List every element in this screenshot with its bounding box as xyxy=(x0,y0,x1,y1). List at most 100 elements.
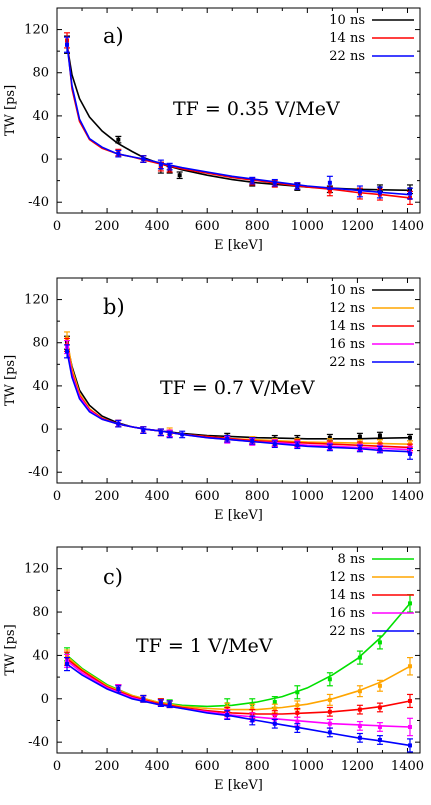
y-tick-label: -40 xyxy=(28,465,49,480)
panel-label: b) xyxy=(103,295,125,319)
x-tick-label: 1400 xyxy=(391,219,424,234)
x-tick-label: 1000 xyxy=(291,219,324,234)
plot-frame xyxy=(56,277,421,484)
data-point xyxy=(327,189,332,194)
x-tick-label: 400 xyxy=(145,219,170,234)
legend-label: 12 ns xyxy=(329,301,365,316)
x-tick-label: 1000 xyxy=(291,489,324,504)
tf-annotation: TF = 0.35 V/MeV xyxy=(173,98,340,120)
data-point xyxy=(327,435,332,440)
data-point xyxy=(295,726,300,731)
data-point xyxy=(377,190,382,195)
x-tick-label: 600 xyxy=(195,489,220,504)
legend-label: 16 ns xyxy=(329,606,365,621)
data-point xyxy=(407,724,412,729)
y-tick-label: 80 xyxy=(32,605,49,620)
x-tick-label: 600 xyxy=(195,219,220,234)
y-tick-label: 0 xyxy=(41,422,49,437)
x-tick-label: 1200 xyxy=(341,759,374,774)
data-point xyxy=(158,162,163,167)
data-point xyxy=(407,698,412,703)
data-point xyxy=(357,655,362,660)
y-tick-label: -40 xyxy=(28,735,49,750)
legend-label: 14 ns xyxy=(329,588,365,603)
y-tick-label: 40 xyxy=(32,648,49,663)
data-point xyxy=(295,443,300,448)
data-point xyxy=(295,710,300,715)
data-point xyxy=(250,178,255,183)
x-tick-label: 1000 xyxy=(291,759,324,774)
x-axis-label: E [keV] xyxy=(214,508,263,523)
data-point xyxy=(357,189,362,194)
data-point xyxy=(272,700,277,705)
data-point xyxy=(357,689,362,694)
x-tick-label: 400 xyxy=(145,759,170,774)
data-point xyxy=(272,180,277,185)
data-point xyxy=(141,157,146,162)
y-axis-label: TW [ps] xyxy=(3,624,18,675)
data-point xyxy=(116,421,121,426)
data-point xyxy=(225,436,230,441)
x-tick-label: 400 xyxy=(145,489,170,504)
y-tick-label: 120 xyxy=(24,293,49,308)
x-tick-label: 1200 xyxy=(341,219,374,234)
data-point xyxy=(327,697,332,702)
data-point xyxy=(295,690,300,695)
data-point xyxy=(167,432,172,437)
y-tick-label: 80 xyxy=(32,336,49,351)
y-tick-label: -40 xyxy=(28,195,49,210)
x-tick-label: 800 xyxy=(245,219,270,234)
x-tick-label: 0 xyxy=(53,219,61,234)
data-point xyxy=(65,349,70,354)
data-point xyxy=(167,702,172,707)
series-22-ns xyxy=(64,656,413,753)
data-point xyxy=(272,721,277,726)
series-16-ns xyxy=(64,653,413,737)
data-point xyxy=(327,709,332,714)
y-tick-label: 120 xyxy=(24,23,49,38)
data-point xyxy=(116,687,121,692)
data-point xyxy=(357,723,362,728)
x-tick-label: 200 xyxy=(95,489,120,504)
data-point xyxy=(327,721,332,726)
legend-label: 14 ns xyxy=(329,31,365,46)
x-axis-label: E [keV] xyxy=(214,778,263,793)
data-point xyxy=(295,719,300,724)
series-22-ns xyxy=(64,344,413,460)
data-point xyxy=(377,683,382,688)
y-tick-label: 120 xyxy=(24,562,49,577)
y-tick-label: 40 xyxy=(32,109,49,124)
data-point xyxy=(377,447,382,452)
data-point xyxy=(357,434,362,439)
data-point xyxy=(180,432,185,437)
x-tick-label: 200 xyxy=(95,219,120,234)
tf-annotation: TF = 0.7 V/MeV xyxy=(160,377,315,399)
legend-label: 22 ns xyxy=(329,49,365,64)
x-tick-label: 0 xyxy=(53,489,61,504)
x-tick-label: 600 xyxy=(195,759,220,774)
data-point xyxy=(116,151,121,156)
series-line xyxy=(66,658,411,715)
data-point xyxy=(327,677,332,682)
data-point xyxy=(141,696,146,701)
data-point xyxy=(377,737,382,742)
legend-label: 10 ns xyxy=(329,283,365,298)
data-point xyxy=(407,191,412,196)
data-point xyxy=(407,743,412,748)
legend: 8 ns 12 ns 14 ns 16 ns 22 ns xyxy=(329,552,414,639)
tf-annotation: TF = 1 V/MeV xyxy=(136,635,273,657)
data-point xyxy=(357,446,362,451)
panel-c: 0 200 400 600 800 1000 1200 1400 -40 0 40 80 120 E [k… xyxy=(3,546,424,793)
data-point xyxy=(272,442,277,447)
data-point xyxy=(407,435,412,440)
x-tick-label: 1200 xyxy=(341,489,374,504)
series-22-ns xyxy=(64,36,413,200)
legend-label: 10 ns xyxy=(329,13,365,28)
data-point xyxy=(377,640,382,645)
x-tick-label: 800 xyxy=(245,759,270,774)
plot-frame xyxy=(56,546,421,754)
data-point xyxy=(65,662,70,667)
data-point xyxy=(158,430,163,435)
data-point xyxy=(116,137,121,142)
